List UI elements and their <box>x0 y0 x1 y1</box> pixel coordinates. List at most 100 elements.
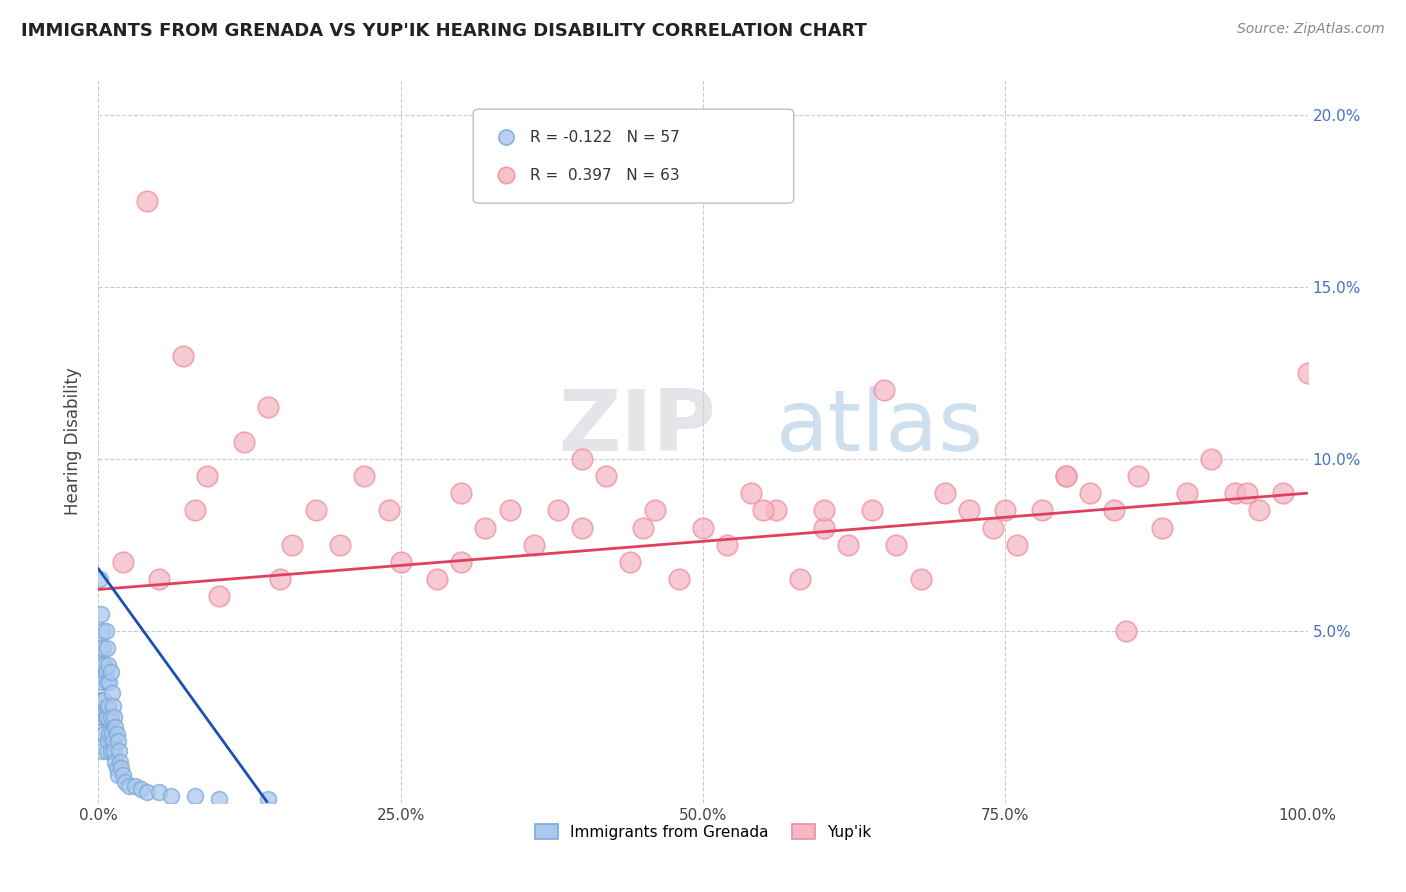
FancyBboxPatch shape <box>474 109 793 203</box>
Point <box>94 624 117 638</box>
Point <box>114 775 136 789</box>
Point <box>994 503 1017 517</box>
Point <box>716 538 738 552</box>
Point <box>1078 486 1101 500</box>
Point <box>934 486 956 500</box>
Point <box>101 699 124 714</box>
Point <box>910 572 932 586</box>
Point <box>981 520 1004 534</box>
Point <box>105 761 128 775</box>
Point <box>135 785 157 799</box>
Point <box>111 768 134 782</box>
Point <box>837 538 859 552</box>
Point <box>1031 503 1053 517</box>
Text: Source: ZipAtlas.com: Source: ZipAtlas.com <box>1237 22 1385 37</box>
Point <box>1249 503 1271 517</box>
Point <box>90 607 112 621</box>
Point <box>98 727 121 741</box>
Point <box>101 734 124 748</box>
Point <box>256 400 278 414</box>
Y-axis label: Hearing Disability: Hearing Disability <box>65 368 83 516</box>
Point <box>450 486 472 500</box>
Point <box>571 451 593 466</box>
Point <box>103 744 125 758</box>
Text: IMMIGRANTS FROM GRENADA VS YUP'IK HEARING DISABILITY CORRELATION CHART: IMMIGRANTS FROM GRENADA VS YUP'IK HEARIN… <box>21 22 868 40</box>
Point <box>208 792 231 806</box>
Point <box>208 590 231 604</box>
Point <box>89 640 111 655</box>
Point <box>108 744 131 758</box>
Point <box>104 755 127 769</box>
Point <box>692 520 714 534</box>
Point <box>107 734 129 748</box>
Point <box>1152 520 1174 534</box>
Point <box>1199 451 1222 466</box>
Point <box>98 675 121 690</box>
Point <box>91 744 114 758</box>
Legend: Immigrants from Grenada, Yup'ik: Immigrants from Grenada, Yup'ik <box>529 818 877 846</box>
Point <box>329 538 352 552</box>
Point <box>91 710 114 724</box>
Point <box>765 503 787 517</box>
Point <box>1007 538 1029 552</box>
Point <box>96 675 118 690</box>
Point <box>97 658 120 673</box>
Point <box>91 640 114 655</box>
Point <box>789 572 811 586</box>
Point <box>1128 469 1150 483</box>
Point <box>619 555 641 569</box>
Point <box>105 727 128 741</box>
Point <box>886 538 908 552</box>
Point <box>94 710 117 724</box>
Point <box>1102 503 1125 517</box>
Point <box>90 658 112 673</box>
Point <box>148 785 170 799</box>
Point <box>91 692 114 706</box>
Point <box>1175 486 1198 500</box>
Point <box>100 744 122 758</box>
Point <box>813 520 835 534</box>
Point <box>1115 624 1137 638</box>
Point <box>96 744 118 758</box>
Point <box>1054 469 1077 483</box>
Point <box>96 640 118 655</box>
Point <box>111 555 134 569</box>
Point <box>89 692 111 706</box>
Point <box>110 761 132 775</box>
Point <box>269 572 291 586</box>
Point <box>353 469 375 483</box>
Point <box>100 710 122 724</box>
Point <box>104 720 127 734</box>
Point <box>571 520 593 534</box>
Point <box>135 194 157 208</box>
Point <box>89 572 111 586</box>
Text: R = -0.122   N = 57: R = -0.122 N = 57 <box>530 129 681 145</box>
Point <box>118 779 141 793</box>
Point <box>256 792 278 806</box>
Point <box>107 768 129 782</box>
Point <box>668 572 690 586</box>
Point <box>184 503 207 517</box>
Point <box>160 789 183 803</box>
Point <box>1223 486 1246 500</box>
Point <box>281 538 304 552</box>
Text: ZIP: ZIP <box>558 385 716 468</box>
Point <box>148 572 170 586</box>
Point <box>1236 486 1258 500</box>
Point <box>1296 366 1319 380</box>
Point <box>172 349 194 363</box>
Point <box>752 503 775 517</box>
Point <box>523 538 546 552</box>
Point <box>813 503 835 517</box>
Point <box>860 503 883 517</box>
Point <box>498 503 520 517</box>
Point <box>377 503 399 517</box>
Point <box>91 624 114 638</box>
Point <box>93 692 115 706</box>
Point <box>100 727 122 741</box>
Point <box>474 520 496 534</box>
Point <box>90 710 112 724</box>
Point <box>96 710 118 724</box>
Point <box>91 675 114 690</box>
Point <box>1054 469 1077 483</box>
